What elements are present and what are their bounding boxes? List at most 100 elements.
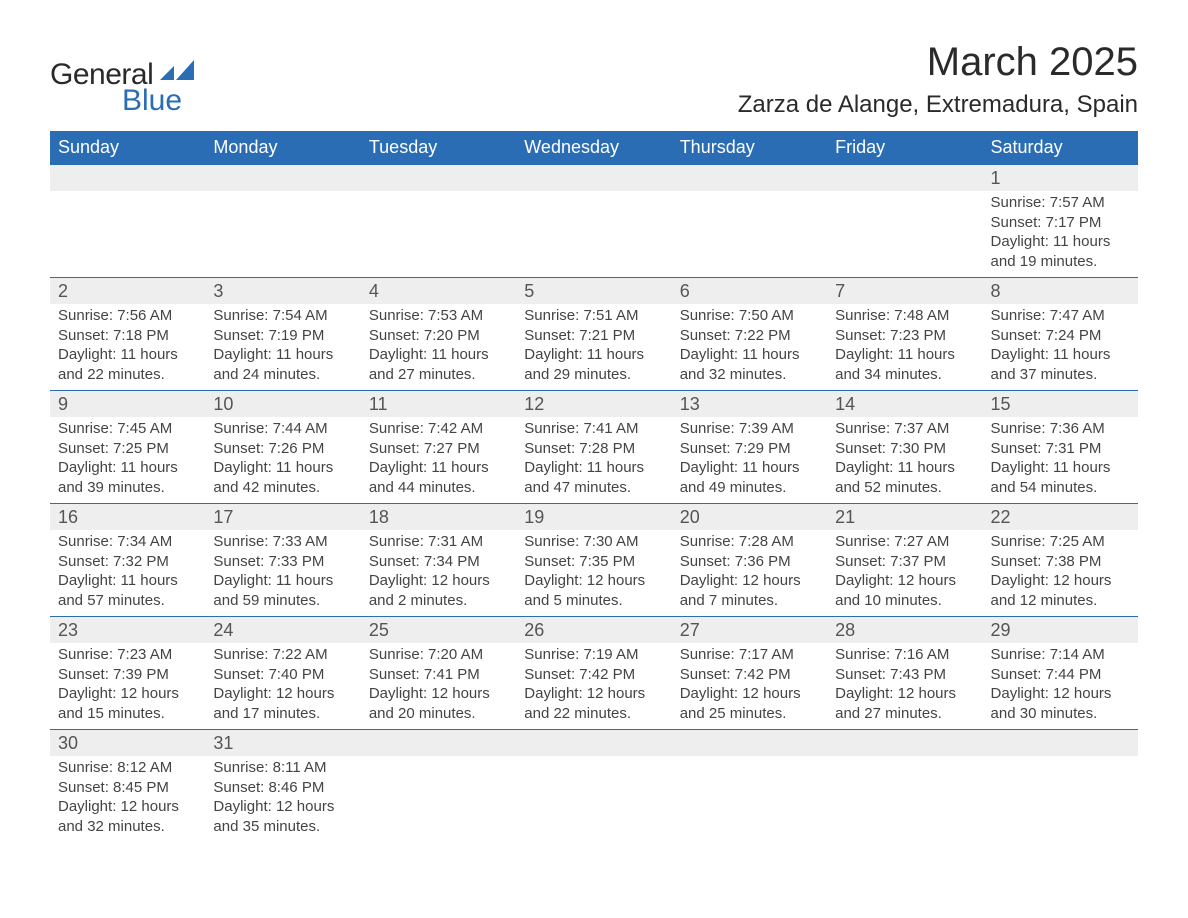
weekday-header: Thursday [672, 131, 827, 165]
day-content: Sunrise: 7:48 AMSunset: 7:23 PMDaylight:… [827, 304, 982, 390]
logo: General Blue [50, 60, 194, 116]
day-number: 31 [205, 730, 360, 756]
day-number [672, 165, 827, 191]
daylight-text-2: and 24 minutes. [213, 365, 352, 385]
calendar-table: Sunday Monday Tuesday Wednesday Thursday… [50, 131, 1138, 842]
calendar-cell [50, 165, 205, 278]
daylight-text-2: and 27 minutes. [369, 365, 508, 385]
calendar-cell: 28Sunrise: 7:16 AMSunset: 7:43 PMDayligh… [827, 617, 982, 730]
sunset-text: Sunset: 7:42 PM [524, 665, 663, 685]
sunset-text: Sunset: 7:19 PM [213, 326, 352, 346]
sunrise-text: Sunrise: 7:39 AM [680, 419, 819, 439]
sunrise-text: Sunrise: 7:47 AM [991, 306, 1130, 326]
calendar-cell: 19Sunrise: 7:30 AMSunset: 7:35 PMDayligh… [516, 504, 671, 617]
calendar-cell: 1Sunrise: 7:57 AMSunset: 7:17 PMDaylight… [983, 165, 1138, 278]
daylight-text-2: and 22 minutes. [58, 365, 197, 385]
day-number: 21 [827, 504, 982, 530]
daylight-text-2: and 25 minutes. [680, 704, 819, 724]
daylight-text-1: Daylight: 11 hours [213, 345, 352, 365]
logo-shape-icon [160, 60, 194, 85]
day-content: Sunrise: 7:47 AMSunset: 7:24 PMDaylight:… [983, 304, 1138, 390]
day-content: Sunrise: 7:14 AMSunset: 7:44 PMDaylight:… [983, 643, 1138, 729]
day-number: 10 [205, 391, 360, 417]
calendar-cell [205, 165, 360, 278]
calendar-week-row: 2Sunrise: 7:56 AMSunset: 7:18 PMDaylight… [50, 278, 1138, 391]
daylight-text-2: and 30 minutes. [991, 704, 1130, 724]
sunrise-text: Sunrise: 7:30 AM [524, 532, 663, 552]
daylight-text-1: Daylight: 11 hours [58, 345, 197, 365]
day-number [361, 730, 516, 756]
daylight-text-1: Daylight: 11 hours [58, 571, 197, 591]
day-content: Sunrise: 7:23 AMSunset: 7:39 PMDaylight:… [50, 643, 205, 729]
sunrise-text: Sunrise: 7:50 AM [680, 306, 819, 326]
daylight-text-1: Daylight: 12 hours [991, 684, 1130, 704]
daylight-text-1: Daylight: 12 hours [680, 684, 819, 704]
daylight-text-2: and 19 minutes. [991, 252, 1130, 272]
day-number: 16 [50, 504, 205, 530]
sunset-text: Sunset: 7:17 PM [991, 213, 1130, 233]
day-content [516, 756, 671, 836]
sunset-text: Sunset: 7:27 PM [369, 439, 508, 459]
day-content: Sunrise: 7:36 AMSunset: 7:31 PMDaylight:… [983, 417, 1138, 503]
sunrise-text: Sunrise: 7:45 AM [58, 419, 197, 439]
calendar-cell: 2Sunrise: 7:56 AMSunset: 7:18 PMDaylight… [50, 278, 205, 391]
day-content [50, 191, 205, 271]
daylight-text-2: and 35 minutes. [213, 817, 352, 837]
day-content: Sunrise: 7:20 AMSunset: 7:41 PMDaylight:… [361, 643, 516, 729]
daylight-text-2: and 22 minutes. [524, 704, 663, 724]
calendar-cell: 18Sunrise: 7:31 AMSunset: 7:34 PMDayligh… [361, 504, 516, 617]
daylight-text-1: Daylight: 11 hours [991, 345, 1130, 365]
sunset-text: Sunset: 7:44 PM [991, 665, 1130, 685]
sunrise-text: Sunrise: 7:19 AM [524, 645, 663, 665]
daylight-text-1: Daylight: 12 hours [58, 684, 197, 704]
sunset-text: Sunset: 7:29 PM [680, 439, 819, 459]
sunrise-text: Sunrise: 7:44 AM [213, 419, 352, 439]
sunset-text: Sunset: 7:25 PM [58, 439, 197, 459]
sunrise-text: Sunrise: 7:42 AM [369, 419, 508, 439]
sunset-text: Sunset: 7:31 PM [991, 439, 1130, 459]
calendar-week-row: 1Sunrise: 7:57 AMSunset: 7:17 PMDaylight… [50, 165, 1138, 278]
sunrise-text: Sunrise: 7:56 AM [58, 306, 197, 326]
day-content: Sunrise: 8:12 AMSunset: 8:45 PMDaylight:… [50, 756, 205, 842]
calendar-week-row: 23Sunrise: 7:23 AMSunset: 7:39 PMDayligh… [50, 617, 1138, 730]
daylight-text-2: and 2 minutes. [369, 591, 508, 611]
sunrise-text: Sunrise: 7:27 AM [835, 532, 974, 552]
weekday-header-row: Sunday Monday Tuesday Wednesday Thursday… [50, 131, 1138, 165]
day-number: 3 [205, 278, 360, 304]
daylight-text-1: Daylight: 12 hours [524, 684, 663, 704]
daylight-text-2: and 57 minutes. [58, 591, 197, 611]
day-content: Sunrise: 7:28 AMSunset: 7:36 PMDaylight:… [672, 530, 827, 616]
sunset-text: Sunset: 7:40 PM [213, 665, 352, 685]
daylight-text-1: Daylight: 11 hours [991, 458, 1130, 478]
day-content: Sunrise: 7:44 AMSunset: 7:26 PMDaylight:… [205, 417, 360, 503]
daylight-text-1: Daylight: 12 hours [680, 571, 819, 591]
day-number [50, 165, 205, 191]
daylight-text-2: and 44 minutes. [369, 478, 508, 498]
sunrise-text: Sunrise: 7:36 AM [991, 419, 1130, 439]
day-number: 17 [205, 504, 360, 530]
daylight-text-2: and 7 minutes. [680, 591, 819, 611]
calendar-cell: 17Sunrise: 7:33 AMSunset: 7:33 PMDayligh… [205, 504, 360, 617]
day-content [672, 756, 827, 836]
calendar-cell: 29Sunrise: 7:14 AMSunset: 7:44 PMDayligh… [983, 617, 1138, 730]
calendar-cell [361, 730, 516, 843]
day-content: Sunrise: 7:27 AMSunset: 7:37 PMDaylight:… [827, 530, 982, 616]
sunrise-text: Sunrise: 7:51 AM [524, 306, 663, 326]
sunrise-text: Sunrise: 7:48 AM [835, 306, 974, 326]
day-content: Sunrise: 7:50 AMSunset: 7:22 PMDaylight:… [672, 304, 827, 390]
day-content: Sunrise: 7:39 AMSunset: 7:29 PMDaylight:… [672, 417, 827, 503]
calendar-cell [827, 730, 982, 843]
day-number: 23 [50, 617, 205, 643]
sunset-text: Sunset: 7:33 PM [213, 552, 352, 572]
day-number: 29 [983, 617, 1138, 643]
calendar-cell: 30Sunrise: 8:12 AMSunset: 8:45 PMDayligh… [50, 730, 205, 843]
calendar-cell: 9Sunrise: 7:45 AMSunset: 7:25 PMDaylight… [50, 391, 205, 504]
daylight-text-2: and 15 minutes. [58, 704, 197, 724]
calendar-cell [827, 165, 982, 278]
daylight-text-1: Daylight: 11 hours [680, 458, 819, 478]
calendar-cell: 5Sunrise: 7:51 AMSunset: 7:21 PMDaylight… [516, 278, 671, 391]
day-number: 8 [983, 278, 1138, 304]
calendar-cell: 12Sunrise: 7:41 AMSunset: 7:28 PMDayligh… [516, 391, 671, 504]
calendar-cell: 7Sunrise: 7:48 AMSunset: 7:23 PMDaylight… [827, 278, 982, 391]
calendar-cell: 11Sunrise: 7:42 AMSunset: 7:27 PMDayligh… [361, 391, 516, 504]
